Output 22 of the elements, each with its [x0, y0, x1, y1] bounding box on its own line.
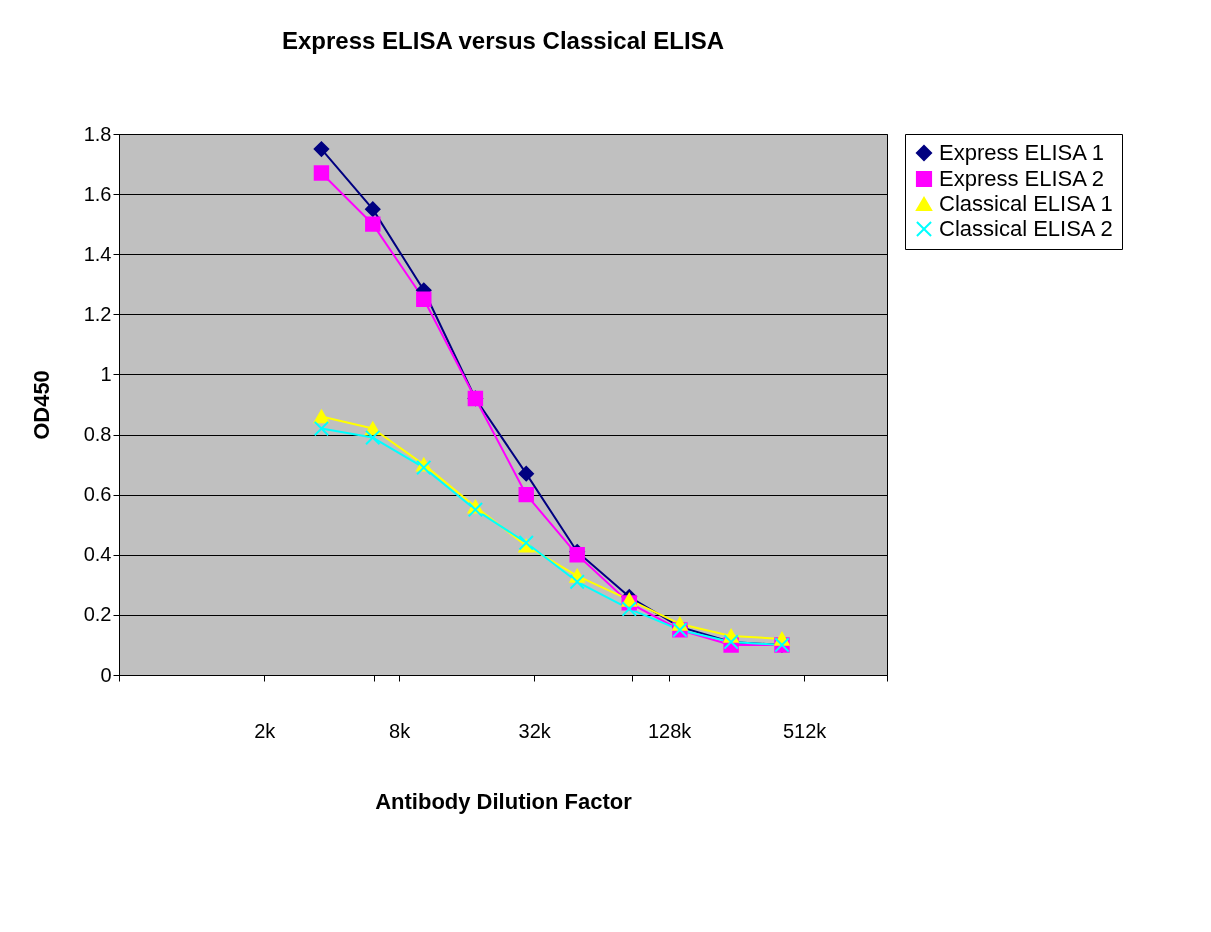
y-axis-title: OD450 [28, 370, 54, 440]
y-tick-label: 0.4 [83, 543, 112, 566]
chart-title: Express ELISA versus Classical ELISA [282, 27, 724, 54]
x-tick-label: 512k [782, 719, 828, 742]
x-tick-label: 8k [389, 719, 412, 742]
legend-label: Classical ELISA 2 [939, 216, 1113, 241]
legend-label: Express ELISA 2 [939, 166, 1105, 191]
legend-label: Classical ELISA 1 [939, 191, 1113, 216]
x-tick-label: 32k [518, 719, 552, 742]
legend-label: Express ELISA 1 [939, 140, 1105, 165]
x-tick-label: 128k [647, 719, 693, 742]
x-axis-title: Antibody Dilution Factor [375, 788, 633, 814]
y-tick-label: 0 [100, 663, 112, 686]
x-tick-label: 2k [254, 719, 277, 742]
y-tick-label: 1.4 [83, 242, 112, 265]
y-tick-label: 1 [100, 362, 112, 385]
y-tick-label: 1.6 [83, 182, 112, 205]
y-tick-label: 0.2 [83, 603, 112, 626]
y-tick-label: 1.8 [83, 122, 112, 145]
y-tick-label: 0.6 [83, 483, 112, 506]
y-tick-label: 0.8 [83, 423, 112, 446]
y-tick-label: 1.2 [83, 302, 112, 325]
